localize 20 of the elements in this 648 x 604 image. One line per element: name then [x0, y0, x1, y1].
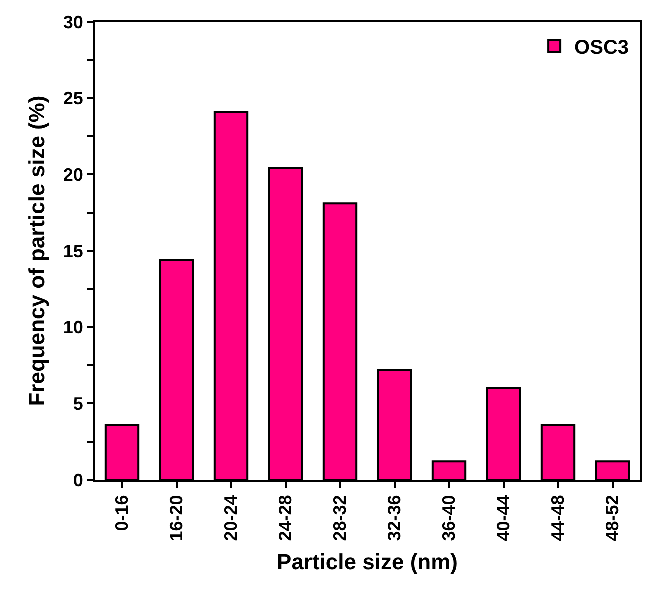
x-tick-label: 44-48 [548, 495, 568, 542]
x-tick-label: 20-24 [221, 495, 242, 542]
x-tick-label: 24-28 [276, 495, 296, 542]
y-tick-label: 15 [63, 241, 84, 262]
x-tick-label: 32-36 [384, 495, 405, 542]
x-tick-label: 0-16 [112, 495, 132, 532]
x-tick-label: 40-44 [494, 495, 514, 542]
y-tick-label: 25 [63, 88, 84, 109]
x-tick-label: 16-20 [166, 495, 187, 542]
y-axis-title: Frequency of particle size (%) [24, 96, 50, 406]
y-tick-label: 20 [63, 164, 84, 185]
x-tick-label: 28-32 [330, 495, 350, 542]
y-tick-label: 10 [63, 318, 84, 338]
y-tick-label: 5 [73, 394, 84, 414]
x-tick-label: 48-52 [602, 495, 623, 542]
legend-label: OSC3 [574, 36, 630, 59]
x-tick-label: 36-40 [439, 495, 460, 542]
y-tick-label: 0 [73, 470, 84, 490]
x-axis-title: Particle size (nm) [277, 550, 458, 575]
y-tick-label: 30 [63, 12, 84, 32]
